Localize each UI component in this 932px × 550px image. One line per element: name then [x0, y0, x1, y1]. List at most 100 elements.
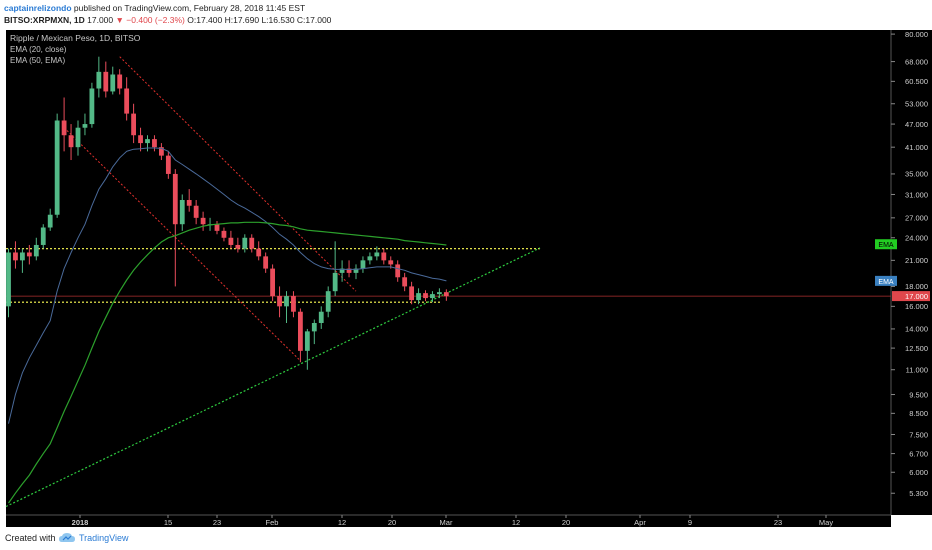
candle	[221, 227, 227, 242]
candle	[374, 246, 380, 261]
x-tick-label: 23	[213, 518, 221, 527]
candle	[360, 256, 366, 273]
candle	[395, 260, 401, 282]
candle-body	[200, 217, 206, 225]
x-tick-label: Apr	[634, 518, 646, 527]
y-tick-label: 5.300	[909, 489, 928, 498]
candle-body	[6, 252, 11, 307]
candle-body	[82, 124, 88, 128]
candle-body	[152, 139, 157, 148]
ema20-tag-bg	[875, 275, 897, 286]
author-name[interactable]: captainrelizondo	[4, 3, 72, 13]
ema20-tag: EMA	[875, 275, 897, 286]
candle-body	[311, 322, 317, 332]
legend: Ripple / Mexican Peso, 1D, BITSO EMA (20…	[10, 33, 141, 65]
candle	[242, 234, 248, 253]
candle-body	[346, 268, 352, 273]
candle	[353, 264, 359, 280]
channel-lower-line	[63, 127, 301, 362]
candle	[416, 288, 421, 305]
candle-body	[291, 296, 296, 312]
channel-upper-line	[119, 56, 357, 292]
price-axis[interactable]	[891, 30, 932, 515]
price-chart[interactable]: 80.000 68.000 60.500 53.000 47.000 41.000 35.0…	[0, 28, 932, 528]
candle	[304, 328, 310, 370]
price-tags: EMA EMA 17.000	[875, 239, 930, 302]
candle-body	[409, 286, 414, 301]
candle	[54, 113, 60, 218]
candle	[346, 260, 352, 278]
candle-body	[110, 74, 116, 92]
legend-title: Ripple / Mexican Peso, 1D, BITSO	[10, 33, 141, 43]
candle-body	[388, 260, 394, 265]
plot-area[interactable]	[6, 30, 891, 515]
candle	[214, 220, 220, 235]
candle-body	[13, 252, 18, 261]
candle	[145, 135, 150, 152]
candle-body	[165, 155, 171, 174]
candle	[318, 306, 324, 329]
candle-body	[423, 293, 428, 299]
candle-body	[26, 252, 32, 257]
candle	[110, 66, 116, 95]
candle	[138, 127, 143, 152]
x-tick-label: 20	[562, 518, 570, 527]
candle-body	[277, 296, 282, 307]
candle-body	[298, 311, 303, 351]
y-tick-label: 41.000	[905, 143, 928, 152]
candle	[124, 77, 130, 121]
candle	[325, 286, 331, 318]
candle-body	[75, 127, 81, 148]
x-axis-ticks: 2018 15 23 Feb 12 20 Mar 12 20 Apr 9 23 May	[72, 515, 833, 527]
candle-body	[193, 205, 199, 218]
candle	[89, 82, 95, 128]
time-axis[interactable]	[6, 515, 891, 527]
rising-trendline	[5, 247, 541, 508]
candle-body	[381, 252, 387, 261]
ema50-tag-label: EMA	[878, 242, 894, 249]
candle	[291, 291, 296, 318]
candle-body	[33, 244, 39, 257]
candle-body	[339, 268, 345, 273]
y-tick-label: 68.000	[905, 57, 928, 66]
candle	[159, 143, 164, 161]
chart-header: captainrelizondo published on TradingVie…	[0, 0, 932, 28]
candle-body	[117, 74, 123, 89]
y-tick-label: 6.700	[909, 449, 928, 458]
last-price-tag-bg	[892, 291, 930, 302]
candle-body	[367, 256, 373, 261]
candle	[82, 113, 88, 136]
candle-body	[214, 224, 220, 231]
candle-body	[402, 277, 408, 287]
ema20-tag-label: EMA	[878, 279, 894, 286]
candle-body	[284, 296, 289, 307]
candle	[103, 61, 109, 98]
last-price-label: 17.000	[87, 15, 114, 25]
candle	[249, 234, 255, 253]
symbol-line: BITSO:XRPMXN, 1D 17.000 ▼ −0.400 (−2.3%)…	[4, 15, 331, 25]
candle-body	[145, 139, 150, 144]
candle	[47, 208, 53, 231]
candle-body	[325, 291, 331, 312]
x-tick-label: 9	[688, 518, 692, 527]
y-tick-label: 80.000	[905, 30, 928, 39]
candle	[228, 230, 234, 249]
candle	[298, 308, 303, 363]
candle	[131, 103, 136, 144]
candle	[437, 288, 442, 299]
candle-body	[270, 268, 275, 297]
candle-body	[20, 252, 25, 261]
symbol-label: BITSO:XRPMXN, 1D	[4, 15, 85, 25]
tradingview-brand[interactable]: TradingView	[79, 533, 129, 543]
x-tick-label: Mar	[440, 518, 453, 527]
candle-body	[304, 331, 310, 351]
candle-body	[40, 227, 46, 245]
candle	[277, 286, 282, 318]
legend-ema20: EMA (20, close)	[10, 45, 67, 54]
x-tick-label: May	[819, 518, 833, 527]
candles-layer	[6, 56, 449, 370]
candle	[61, 97, 67, 152]
y-tick-label: 53.000	[905, 100, 928, 109]
y-tick-label: 31.000	[905, 190, 928, 199]
y-tick-label: 7.500	[909, 430, 928, 439]
